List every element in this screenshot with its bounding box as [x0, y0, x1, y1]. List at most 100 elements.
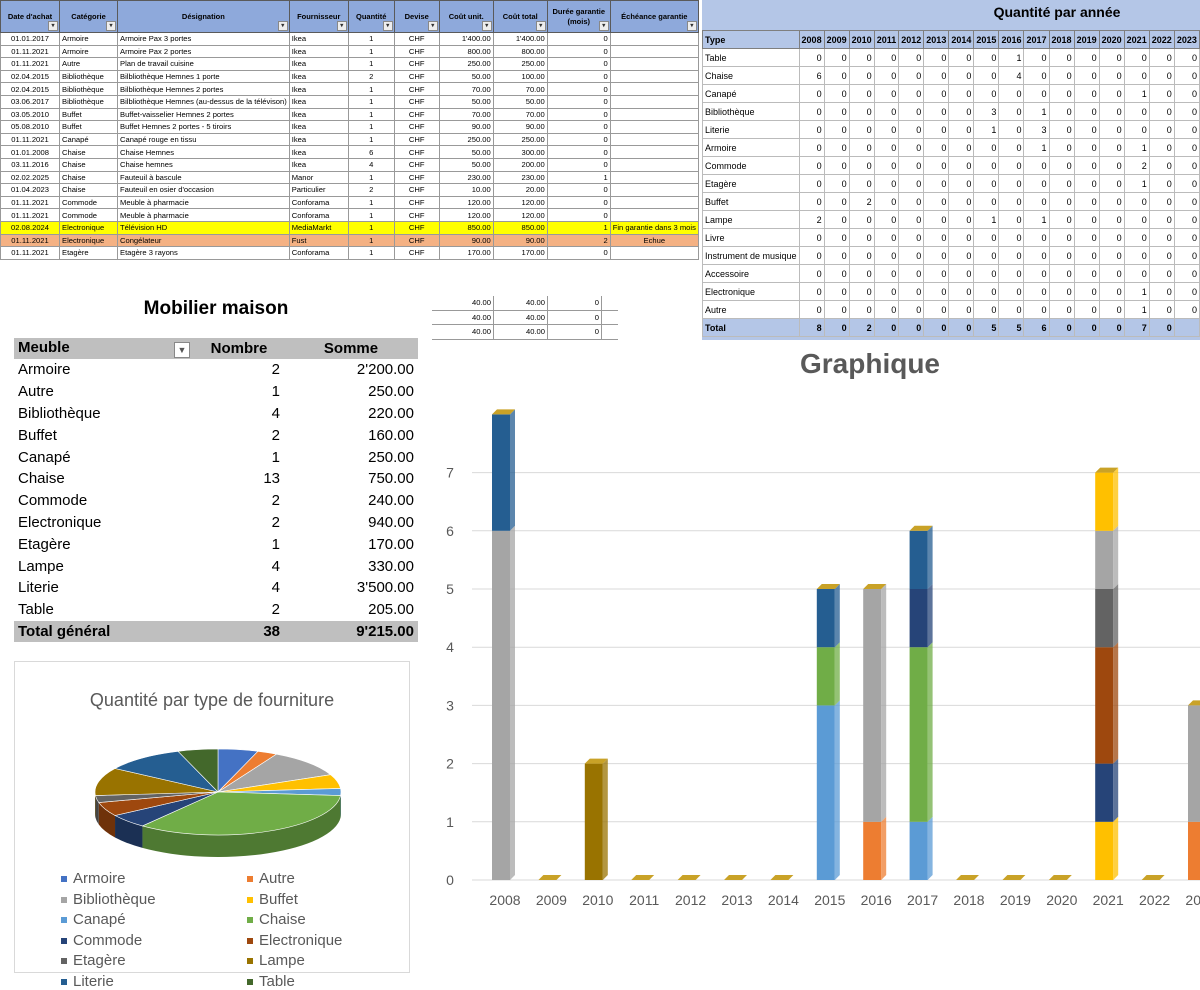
quantity-cell[interactable]: 0	[999, 265, 1024, 283]
quantity-cell[interactable]: 2	[1124, 157, 1149, 175]
quantity-cell[interactable]: 0	[1074, 229, 1099, 247]
quantity-cell[interactable]: 0	[949, 229, 974, 247]
total-cell[interactable]: 0	[924, 319, 949, 337]
inventory-cell[interactable]: 1	[348, 221, 394, 234]
quantity-cell[interactable]: 1	[974, 121, 999, 139]
quantity-cell[interactable]: 0	[1174, 175, 1199, 193]
inventory-cell[interactable]: 120.00	[439, 209, 493, 222]
total-cell[interactable]: 8	[799, 319, 824, 337]
bar-segment[interactable]	[817, 705, 835, 880]
quantity-cell[interactable]: 0	[849, 301, 874, 319]
inventory-cell[interactable]: 90.00	[493, 121, 547, 134]
inventory-cell[interactable]: 1	[348, 247, 394, 260]
quantity-cell[interactable]: 0	[874, 67, 899, 85]
inventory-cell[interactable]: 1'400.00	[439, 33, 493, 46]
type-cell[interactable]: Accessoire	[703, 265, 800, 283]
inventory-header[interactable]: Désignation▾	[118, 1, 290, 33]
quantity-cell[interactable]: 0	[949, 193, 974, 211]
inventory-cell[interactable]: 250.00	[493, 58, 547, 71]
quantity-cell[interactable]: 0	[1049, 247, 1074, 265]
quantity-cell[interactable]: 0	[949, 157, 974, 175]
inventory-cell[interactable]	[610, 247, 698, 260]
quantity-cell[interactable]: 0	[1049, 139, 1074, 157]
quantity-cell[interactable]: 0	[1174, 85, 1199, 103]
type-cell[interactable]: Autre	[703, 301, 800, 319]
quantity-cell[interactable]: 0	[974, 301, 999, 319]
quantity-cell[interactable]: 0	[824, 139, 849, 157]
inventory-cell[interactable]	[610, 184, 698, 197]
quantity-cell[interactable]: 0	[949, 121, 974, 139]
quantity-cell[interactable]: 0	[1024, 301, 1049, 319]
inventory-cell[interactable]: 40.00	[432, 296, 494, 310]
inventory-cell[interactable]: 01.11.2021	[1, 58, 60, 71]
quantity-cell[interactable]: 0	[874, 139, 899, 157]
quantity-cell[interactable]: 0	[1024, 49, 1049, 67]
quantity-cell[interactable]: 0	[1124, 229, 1149, 247]
inventory-cell[interactable]	[610, 108, 698, 121]
inventory-cell[interactable]: 1'400.00	[493, 33, 547, 46]
quantity-cell[interactable]: 0	[1099, 229, 1124, 247]
inventory-cell[interactable]: CHF	[394, 247, 439, 260]
inventory-cell[interactable]: 50.00	[439, 95, 493, 108]
quantity-cell[interactable]: 0	[949, 211, 974, 229]
inventory-cell[interactable]: 0	[547, 158, 610, 171]
quantity-cell[interactable]: 0	[1049, 103, 1074, 121]
inventory-cell[interactable]: Armoire Pax 2 portes	[118, 45, 290, 58]
quantity-cell[interactable]: 0	[974, 139, 999, 157]
quantity-cell[interactable]: 0	[849, 49, 874, 67]
type-cell[interactable]: Livre	[703, 229, 800, 247]
inventory-cell[interactable]: 0	[547, 121, 610, 134]
filter-dropdown-icon[interactable]: ▾	[337, 21, 347, 31]
inventory-cell[interactable]: 0	[547, 70, 610, 83]
legend-item[interactable]: Buffet	[247, 891, 298, 908]
quantity-cell[interactable]: 3	[974, 103, 999, 121]
total-cell[interactable]: 0	[949, 319, 974, 337]
type-cell[interactable]: Armoire	[703, 139, 800, 157]
inventory-cell[interactable]: Télévision HD	[118, 221, 290, 234]
inventory-cell[interactable]: 01.11.2021	[1, 247, 60, 260]
quantity-cell[interactable]: 0	[1074, 175, 1099, 193]
inventory-cell[interactable]: 250.00	[439, 58, 493, 71]
inventory-cell[interactable]: 01.11.2021	[1, 45, 60, 58]
quantity-cell[interactable]: 0	[924, 175, 949, 193]
quantity-cell[interactable]: 0	[899, 247, 924, 265]
quantity-cell[interactable]: 0	[1174, 103, 1199, 121]
quantity-cell[interactable]: 0	[1099, 301, 1124, 319]
total-cell[interactable]: 0	[874, 319, 899, 337]
quantity-cell[interactable]: 0	[924, 103, 949, 121]
inventory-cell[interactable]: Bilbliothèque Hemnes 2 portes	[118, 83, 290, 96]
inventory-cell[interactable]: CHF	[394, 108, 439, 121]
quantity-cell[interactable]: 0	[799, 229, 824, 247]
inventory-cell[interactable]: Congélateur	[118, 234, 290, 247]
inventory-cell[interactable]: 50.00	[439, 146, 493, 159]
quantity-cell[interactable]: 0	[924, 193, 949, 211]
inventory-cell[interactable]	[610, 121, 698, 134]
quantity-cell[interactable]: 0	[1074, 121, 1099, 139]
quantity-cell[interactable]: 0	[974, 85, 999, 103]
legend-item[interactable]: Etagère	[61, 952, 126, 969]
quantity-cell[interactable]: 0	[974, 67, 999, 85]
quantity-cell[interactable]: 0	[1024, 67, 1049, 85]
quantity-cell[interactable]: 0	[899, 49, 924, 67]
inventory-cell[interactable]: Buffet	[60, 108, 118, 121]
inventory-cell[interactable]: 0	[547, 247, 610, 260]
inventory-cell[interactable]	[610, 146, 698, 159]
quantity-cell[interactable]: 0	[849, 211, 874, 229]
quantity-cell[interactable]: 0	[824, 229, 849, 247]
quantity-cell[interactable]: 0	[1049, 121, 1074, 139]
inventory-cell[interactable]	[610, 196, 698, 209]
inventory-cell[interactable]: Commode	[60, 209, 118, 222]
quantity-cell[interactable]: 0	[849, 175, 874, 193]
inventory-cell[interactable]	[610, 95, 698, 108]
quantity-cell[interactable]: 0	[999, 103, 1024, 121]
quantity-cell[interactable]: 0	[874, 103, 899, 121]
quantity-cell[interactable]: 0	[1149, 283, 1174, 301]
quantity-cell[interactable]: 0	[874, 247, 899, 265]
inventory-cell[interactable]: 1	[348, 95, 394, 108]
